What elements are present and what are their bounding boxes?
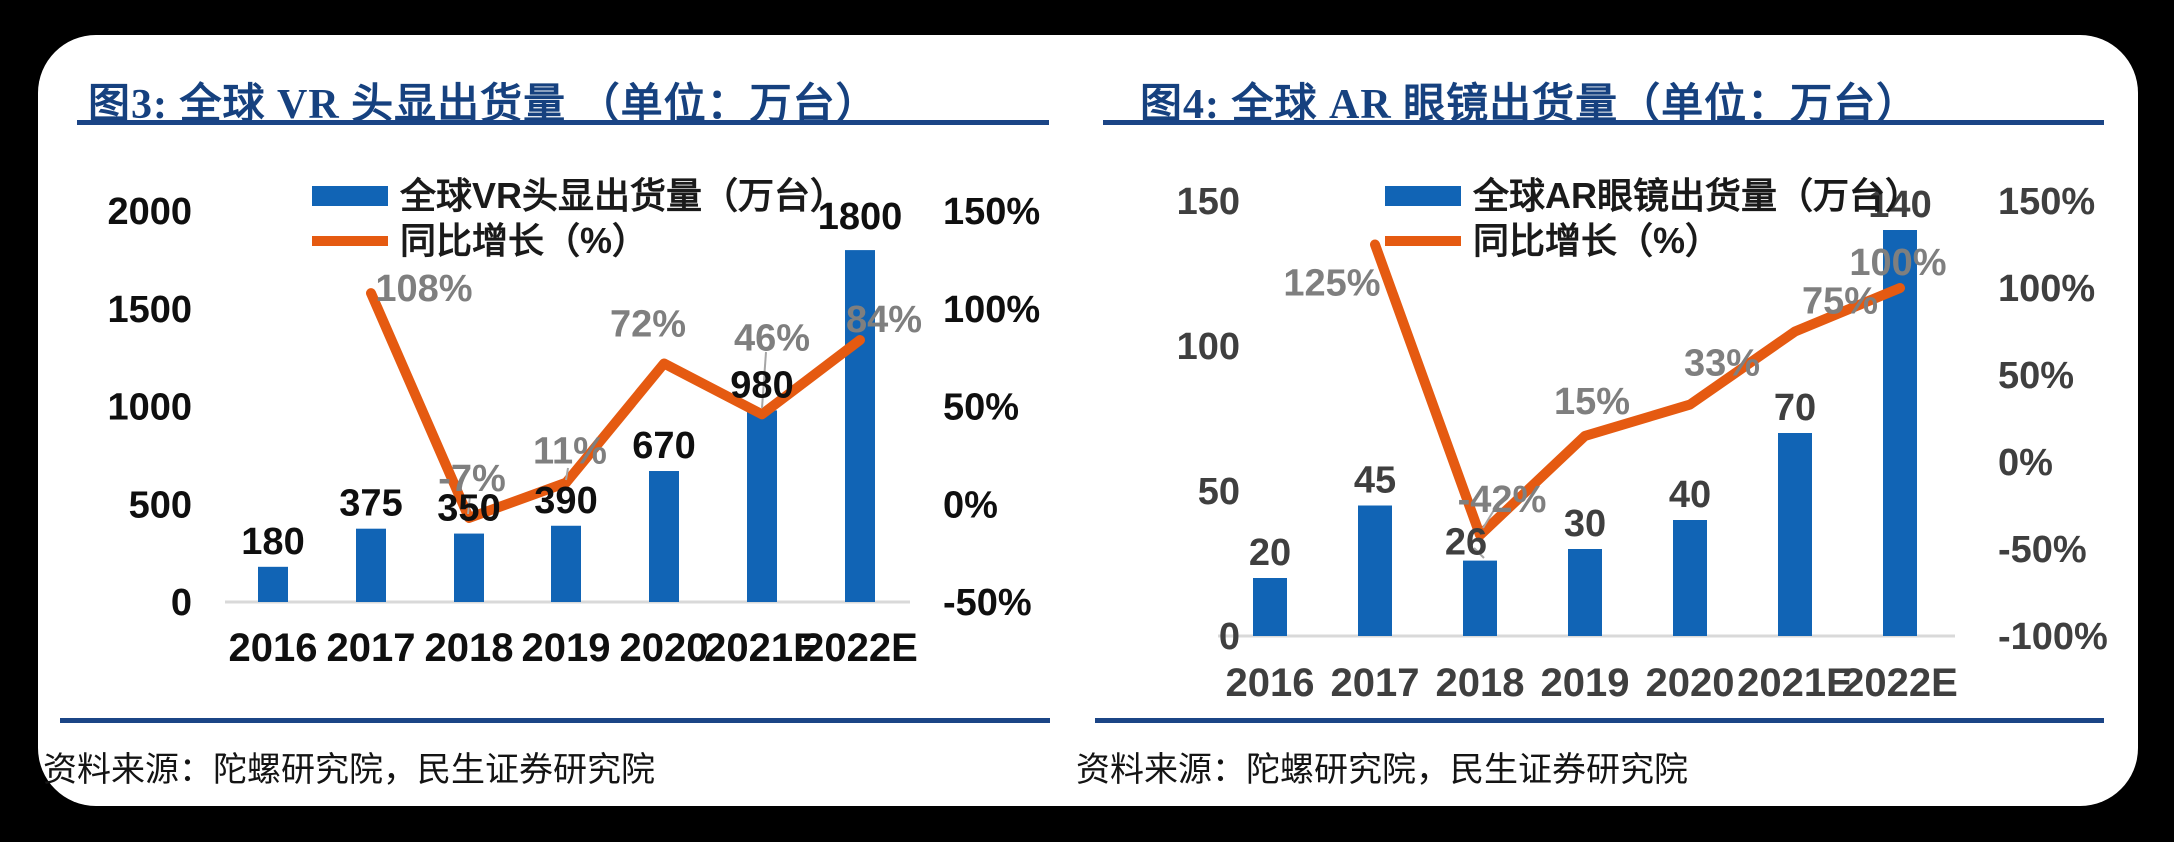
figure4-footer-rule: [1095, 718, 2104, 723]
figure4-title-rule: [1103, 120, 2104, 125]
figure3-source-note: 资料来源：陀螺研究院，民生证券研究院: [43, 752, 655, 789]
figure3-footer-rule: [60, 718, 1050, 723]
figure-card: [38, 35, 2138, 806]
figure4-source-note: 资料来源：陀螺研究院，民生证券研究院: [1076, 752, 1688, 789]
figure3-title-rule: [77, 120, 1049, 125]
